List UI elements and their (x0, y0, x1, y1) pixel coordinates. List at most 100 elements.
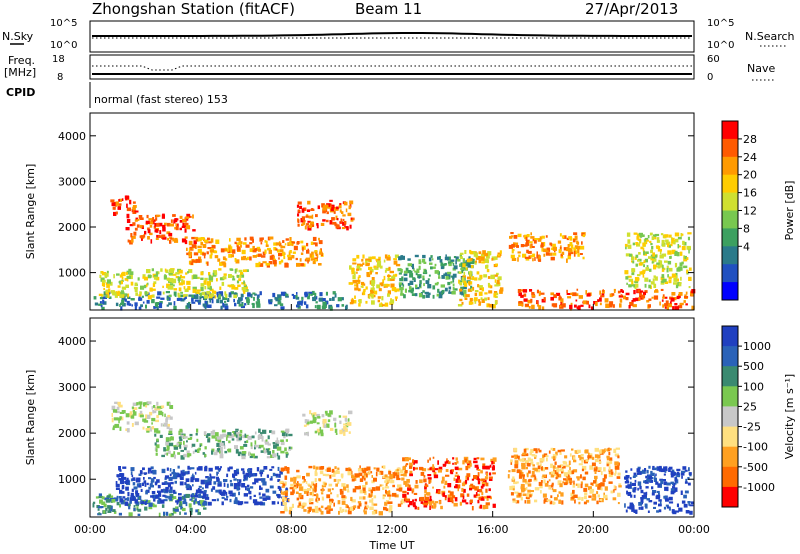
data-cell (207, 501, 212, 506)
data-cell (262, 261, 267, 264)
data-cell (609, 460, 613, 464)
data-cell (444, 480, 448, 485)
data-cell (672, 306, 675, 311)
data-cell (342, 508, 345, 512)
data-cell (623, 295, 626, 300)
data-cell (531, 474, 536, 478)
data-cell (476, 475, 480, 480)
data-cell (510, 232, 514, 235)
data-cell (220, 466, 222, 469)
data-cell (103, 283, 106, 287)
data-cell (378, 288, 382, 292)
data-cell (432, 294, 435, 299)
data-cell (550, 495, 553, 499)
data-cell (644, 468, 647, 472)
data-cell (136, 508, 138, 511)
data-cell (522, 457, 525, 462)
data-cell (274, 304, 278, 307)
data-cell (198, 447, 201, 451)
data-cell (650, 249, 653, 254)
data-cell (341, 428, 345, 433)
data-cell (289, 446, 291, 449)
data-cell (497, 254, 500, 257)
data-cell (199, 292, 202, 297)
data-cell (432, 464, 435, 469)
data-cell (427, 459, 429, 463)
data-cell (217, 468, 222, 471)
data-cell (675, 284, 679, 289)
data-cell (493, 274, 498, 277)
data-cell (685, 478, 688, 483)
data-cell (488, 290, 493, 294)
data-cell (560, 302, 563, 306)
data-cell (512, 476, 515, 481)
data-cell (469, 487, 473, 491)
data-cell (180, 276, 186, 279)
data-cell (115, 483, 120, 488)
data-cell (338, 415, 342, 418)
data-cell (677, 282, 680, 287)
data-cell (574, 499, 576, 504)
data-cell (162, 291, 165, 295)
data-cell (263, 450, 267, 454)
data-cell (309, 221, 314, 225)
data-cell (193, 252, 199, 256)
data-cell (458, 279, 460, 284)
data-cell (624, 481, 630, 484)
data-cell (552, 502, 556, 505)
data-cell (419, 283, 421, 288)
data-cell (414, 254, 419, 258)
data-cell (244, 237, 247, 241)
data-cell (461, 487, 464, 492)
data-cell (684, 469, 688, 472)
data-cell (366, 471, 371, 476)
data-cell (328, 483, 333, 487)
data-cell (168, 302, 172, 306)
data-cell (632, 489, 636, 493)
data-cell (196, 291, 200, 294)
data-cell (347, 471, 352, 476)
data-cell (304, 432, 309, 436)
data-cell (456, 460, 459, 464)
data-cell (202, 493, 207, 497)
data-cell (269, 485, 274, 489)
data-cell (416, 268, 420, 274)
data-cell (132, 477, 136, 481)
data-cell (428, 479, 431, 484)
data-cell (274, 473, 278, 476)
data-cell (273, 444, 278, 449)
data-cell (537, 465, 541, 470)
data-cell (171, 278, 177, 284)
data-cell (478, 299, 481, 303)
data-cell (319, 429, 324, 434)
data-cell (572, 292, 577, 297)
data-cell (456, 484, 461, 489)
data-cell (626, 282, 628, 285)
data-cell (397, 268, 402, 271)
data-cell (147, 467, 152, 472)
data-cell (546, 499, 551, 502)
data-cell (408, 484, 411, 489)
data-cell (115, 487, 120, 490)
data-cell (166, 222, 171, 227)
data-cell (360, 264, 363, 267)
data-cell (508, 470, 511, 473)
nave-trace (92, 65, 692, 71)
data-cell (134, 421, 139, 426)
data-cell (462, 258, 465, 263)
data-cell (373, 495, 377, 499)
data-cell (131, 488, 134, 492)
data-cell (482, 463, 486, 468)
data-cell (138, 484, 142, 488)
data-cell (363, 283, 366, 286)
data-cell (202, 492, 207, 495)
data-cell (349, 224, 352, 229)
data-cell (224, 498, 228, 501)
data-cell (534, 238, 539, 241)
data-cell (277, 294, 282, 299)
data-cell (334, 428, 338, 433)
data-cell (537, 238, 542, 242)
data-cell (371, 282, 375, 286)
data-cell (164, 495, 167, 498)
data-cell (298, 502, 302, 507)
